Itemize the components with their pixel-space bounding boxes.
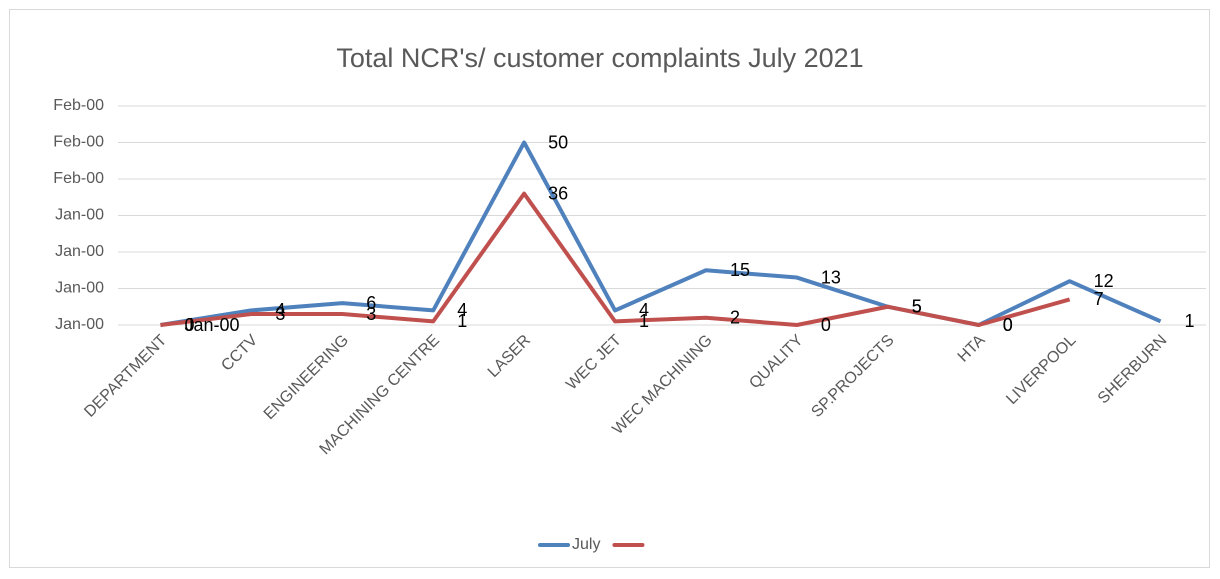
data-label: 7 [1094, 289, 1104, 309]
series-line [160, 191, 1071, 327]
y-tick-label: Jan-00 [55, 280, 104, 297]
data-label: 12 [1094, 271, 1114, 291]
data-label: 13 [821, 267, 841, 287]
data-label: 50 [548, 132, 568, 152]
data-label: 5 [912, 297, 922, 317]
chart-title: Total NCR's/ customer complaints July 20… [336, 43, 863, 73]
y-tick-label: Jan-00 [55, 316, 104, 333]
y-tick-label: Jan-00 [55, 243, 104, 260]
data-label: 4 [275, 300, 285, 320]
data-label: 1 [639, 311, 649, 331]
data-label: 1 [1185, 311, 1195, 331]
data-label: 6 [366, 293, 376, 313]
y-tick-label: Jan-00 [55, 207, 104, 224]
data-label: 0 [821, 315, 831, 335]
data-label: 15 [730, 260, 750, 280]
data-label: 5 [912, 297, 922, 317]
y-tick-label: Feb-00 [53, 134, 104, 151]
data-label: Jan-00 [184, 315, 239, 335]
data-label: 2 [730, 307, 740, 327]
y-tick-label: Feb-00 [53, 97, 104, 114]
data-label: 0 [184, 315, 194, 335]
series-line [160, 140, 1162, 327]
data-label: 1 [457, 311, 467, 331]
data-label: 0 [1003, 315, 1013, 335]
data-label: 4 [457, 300, 467, 320]
legend-label: July [572, 536, 600, 553]
data-label: 4 [639, 300, 649, 320]
data-label: 0 [1003, 315, 1013, 335]
data-label: 3 [366, 304, 376, 324]
data-label: 3 [275, 304, 285, 324]
y-tick-label: Feb-00 [53, 170, 104, 187]
data-label: 36 [548, 183, 568, 203]
